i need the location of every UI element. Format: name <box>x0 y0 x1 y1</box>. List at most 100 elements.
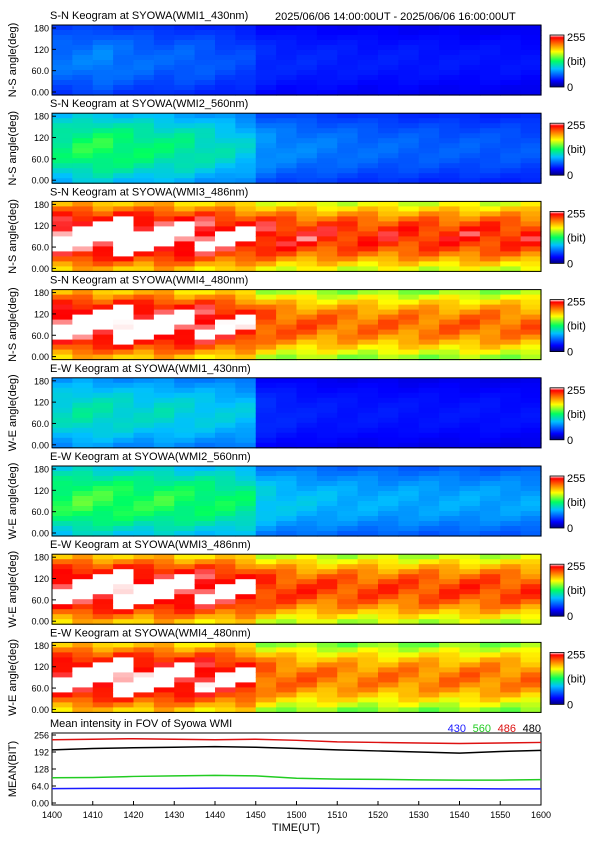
heatmap-cell <box>92 123 114 129</box>
heatmap-cell <box>153 437 175 444</box>
heatmap-cell <box>255 466 277 472</box>
heatmap-cell <box>194 397 216 404</box>
heatmap-cell <box>337 226 359 232</box>
heatmap-cell <box>133 211 155 217</box>
heatmap-cell <box>255 382 277 389</box>
heatmap-cell <box>235 402 257 409</box>
heatmap-cell <box>194 329 216 336</box>
heatmap-cell <box>500 309 522 316</box>
heatmap-cell <box>276 85 298 91</box>
heatmap-cell <box>520 437 542 444</box>
heatmap-cell <box>296 241 318 247</box>
heatmap-cell <box>113 334 135 341</box>
heatmap-cell <box>418 304 440 311</box>
heatmap-cell <box>92 687 114 693</box>
series-line-560 <box>51 774 542 781</box>
heatmap-cell <box>439 437 461 444</box>
heatmap-cell <box>316 128 338 134</box>
heatmap-cell <box>337 153 359 159</box>
heatmap-cell <box>357 432 379 439</box>
heatmap-cell <box>378 118 399 124</box>
heatmap-cell <box>235 377 257 384</box>
heatmap-cell <box>418 138 440 144</box>
heatmap-cell <box>52 294 73 301</box>
heatmap-cell <box>255 476 277 482</box>
heatmap-cell <box>459 143 481 149</box>
heatmap-cell <box>174 377 196 384</box>
heatmap-cell <box>215 442 236 449</box>
heatmap-cell <box>479 206 501 212</box>
heatmap-cell <box>459 657 481 663</box>
heatmap-cell <box>174 344 196 351</box>
heatmap-cell <box>479 354 501 361</box>
heatmap-cell <box>357 442 379 449</box>
heatmap-cell <box>113 50 135 56</box>
heatmap-cell <box>316 707 338 713</box>
heatmap-cell <box>316 143 338 149</box>
heatmap-cell <box>296 168 318 174</box>
heatmap-cell <box>459 178 481 184</box>
heatmap-cell <box>215 256 236 262</box>
heatmap-cell <box>255 619 277 625</box>
heatmap-cell <box>500 163 522 169</box>
heatmap-cell <box>459 614 481 620</box>
heatmap-cell <box>215 70 236 76</box>
heatmap-cell <box>296 604 318 610</box>
heatmap-cell <box>235 604 257 610</box>
heatmap-cell <box>398 466 420 472</box>
heatmap-cell <box>357 329 379 336</box>
heatmap-cell <box>113 702 135 708</box>
heatmap-cell <box>113 412 135 419</box>
heatmap-cell <box>459 118 481 124</box>
heatmap-cell <box>520 354 542 361</box>
heatmap-cell <box>72 682 94 688</box>
heatmap-cell <box>357 201 379 207</box>
heatmap-cell <box>113 231 135 237</box>
heatmap-cell <box>92 45 114 51</box>
heatmap-cell <box>194 118 216 124</box>
heatmap-cell <box>174 652 196 658</box>
heatmap-cell <box>296 251 318 257</box>
heatmap-cell <box>133 491 155 497</box>
heatmap-cell <box>357 521 379 527</box>
heatmap-cell <box>255 707 277 713</box>
heatmap-cell <box>235 206 257 212</box>
heatmap-cell <box>357 309 379 316</box>
heatmap-cell <box>255 211 277 217</box>
heatmap-cell <box>194 344 216 351</box>
heatmap-cell <box>439 206 461 212</box>
heatmap-cell <box>174 334 196 341</box>
heatmap-cell <box>296 584 318 590</box>
heatmap-cell <box>479 422 501 429</box>
heatmap-cell <box>418 299 440 306</box>
heatmap-cell <box>255 118 277 124</box>
heatmap-cell <box>296 579 318 585</box>
heatmap-cell <box>418 168 440 174</box>
heatmap-cell <box>215 692 236 698</box>
heatmap-cell <box>52 90 73 96</box>
heatmap-cell <box>276 599 298 605</box>
heatmap-cell <box>174 442 196 449</box>
heatmap-cell <box>194 491 216 497</box>
heatmap-cell <box>52 40 73 46</box>
heatmap-cell <box>520 604 542 610</box>
heatmap-cell <box>296 707 318 713</box>
heatmap-cell <box>276 526 298 532</box>
heatmap-cell <box>500 236 522 242</box>
heatmap-cell <box>276 521 298 527</box>
heatmap-cell <box>337 574 359 580</box>
heatmap-cell <box>316 251 338 257</box>
heatmap-cell <box>215 619 236 625</box>
heatmap-cell <box>479 442 501 449</box>
heatmap-cell <box>276 682 298 688</box>
heatmap-cell <box>337 60 359 66</box>
heatmap-cell <box>316 163 338 169</box>
heatmap-cell <box>357 299 379 306</box>
heatmap-cell <box>316 138 338 144</box>
heatmap-cell <box>52 201 73 207</box>
heatmap-cell <box>357 40 379 46</box>
heatmap-cell <box>113 707 135 713</box>
heatmap-cell <box>479 344 501 351</box>
heatmap-cell <box>439 599 461 605</box>
heatmap-cell <box>276 554 298 560</box>
